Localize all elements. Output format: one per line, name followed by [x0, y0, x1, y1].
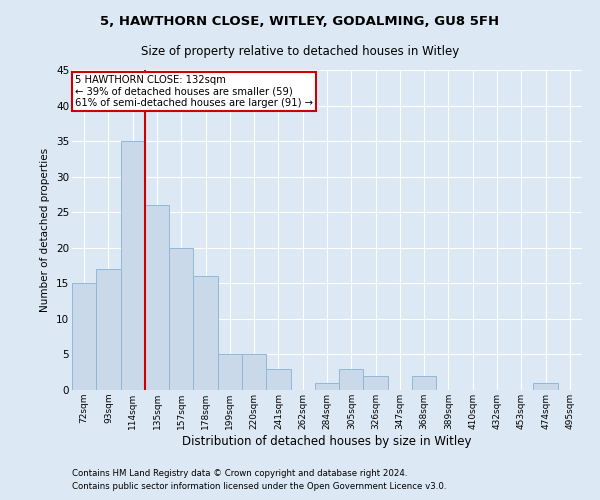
Bar — [218, 354, 242, 390]
Bar — [121, 141, 145, 390]
Text: Contains HM Land Registry data © Crown copyright and database right 2024.: Contains HM Land Registry data © Crown c… — [72, 468, 407, 477]
X-axis label: Distribution of detached houses by size in Witley: Distribution of detached houses by size … — [182, 434, 472, 448]
Bar — [364, 376, 388, 390]
Bar — [145, 205, 169, 390]
Bar — [72, 284, 96, 390]
Bar — [315, 383, 339, 390]
Bar — [193, 276, 218, 390]
Bar — [339, 368, 364, 390]
Bar — [533, 383, 558, 390]
Y-axis label: Number of detached properties: Number of detached properties — [40, 148, 50, 312]
Text: Size of property relative to detached houses in Witley: Size of property relative to detached ho… — [141, 45, 459, 58]
Text: Contains public sector information licensed under the Open Government Licence v3: Contains public sector information licen… — [72, 482, 446, 491]
Bar — [96, 269, 121, 390]
Bar — [169, 248, 193, 390]
Text: 5, HAWTHORN CLOSE, WITLEY, GODALMING, GU8 5FH: 5, HAWTHORN CLOSE, WITLEY, GODALMING, GU… — [100, 15, 500, 28]
Bar — [242, 354, 266, 390]
Bar — [266, 368, 290, 390]
Text: 5 HAWTHORN CLOSE: 132sqm
← 39% of detached houses are smaller (59)
61% of semi-d: 5 HAWTHORN CLOSE: 132sqm ← 39% of detach… — [74, 75, 313, 108]
Bar — [412, 376, 436, 390]
